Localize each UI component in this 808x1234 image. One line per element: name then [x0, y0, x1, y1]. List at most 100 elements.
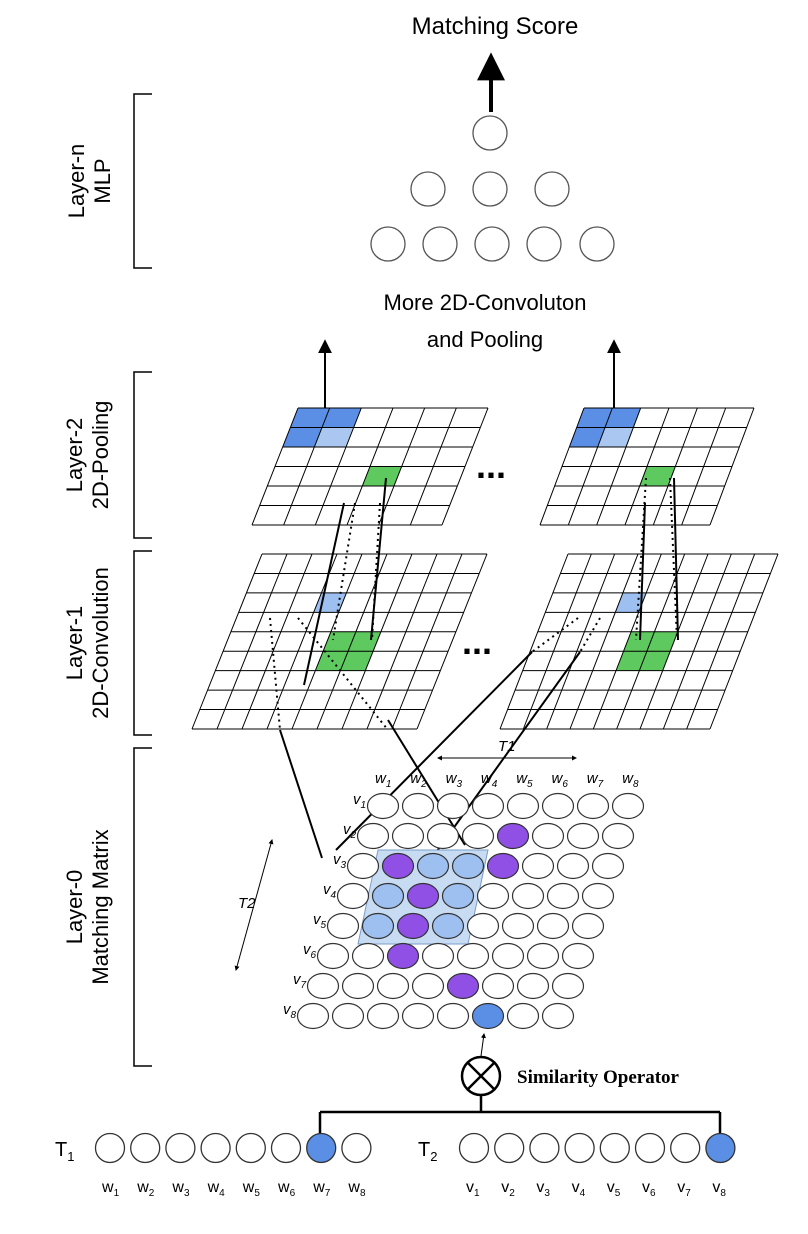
matrix-cell [436, 792, 470, 820]
pooling-map-right [539, 407, 755, 526]
matrix-cell [401, 792, 435, 820]
v-row-label: v1 [353, 791, 366, 811]
input-sequences: w1 w2 w3 w4 w5 w6 w7 w8 v1 v2 v3 v4 v5 v6 v7 v8 [94, 1132, 736, 1199]
sequence-token [634, 1132, 666, 1164]
matrix-cell [351, 942, 385, 970]
highlight-cell [313, 592, 347, 613]
mlp-node [472, 171, 508, 207]
matrix-cell [571, 912, 605, 940]
sequence-token [529, 1132, 560, 1164]
layer-0-subtitle: Matching Matrix [88, 829, 113, 984]
matrix-cell [581, 882, 615, 910]
layer-0-label: Layer-0 Matching Matrix [62, 829, 113, 984]
matrix-cell [576, 792, 610, 820]
matrix-cell [546, 882, 580, 910]
matrix-cell [431, 912, 465, 940]
matrix-cell [456, 942, 490, 970]
matrix-cell [306, 972, 340, 1000]
sequence-token [130, 1132, 161, 1164]
v-row-label: v3 [333, 851, 347, 871]
matrix-cell [401, 1002, 435, 1030]
w-column-label: w5 [516, 770, 533, 790]
token-label: w8 [347, 1179, 366, 1199]
matrix-cell [386, 942, 420, 970]
layer-2-label: Layer-2 2D-Pooling [62, 401, 113, 510]
v-row-label: v7 [293, 971, 307, 991]
matrix-cell [526, 942, 560, 970]
mlp-node [370, 226, 406, 262]
matrix-cell [341, 972, 375, 1000]
token-label: w2 [136, 1179, 155, 1199]
matrix-cell [561, 942, 595, 970]
w-column-label: w8 [622, 770, 639, 790]
matrix-cell [381, 852, 415, 880]
matrix-cell [296, 1002, 330, 1030]
w-column-label: w2 [410, 770, 427, 790]
mlp-node [422, 226, 458, 262]
layer-n-title: Layer-n [64, 144, 89, 219]
layer-0-title: Layer-0 [62, 870, 87, 945]
highlight-cell [639, 466, 676, 486]
token-label: w1 [101, 1179, 120, 1199]
sequence-token [599, 1132, 630, 1164]
w-column-label: w1 [375, 770, 391, 790]
token-label: w6 [277, 1179, 296, 1199]
token-label: v1 [466, 1179, 480, 1199]
matrix-cell [506, 1002, 540, 1030]
v-row-label: v6 [303, 941, 317, 961]
mlp-node [534, 171, 570, 207]
matrix-cell [326, 912, 360, 940]
matrix-cell [336, 882, 370, 910]
matrix-cell [346, 852, 380, 880]
t1-sequence-label: T1 [55, 1139, 74, 1164]
t2-axis-label: T2 [238, 895, 256, 912]
mlp-node [526, 226, 562, 262]
matrix-cell [566, 822, 600, 850]
sequence-token [494, 1132, 525, 1164]
matrix-cell [551, 972, 585, 1000]
sequence-token [306, 1132, 337, 1164]
highlight-cell [597, 427, 634, 447]
matrix-cell [391, 822, 425, 850]
w-column-label: w7 [587, 770, 604, 790]
sequence-token [94, 1132, 126, 1164]
w-column-label: w6 [552, 770, 569, 790]
matrix-cell [366, 1002, 400, 1030]
matrix-cell [516, 972, 550, 1000]
conv-ellipsis: ... [462, 621, 492, 662]
matrix-cell [541, 792, 575, 820]
matrix-cell [496, 822, 530, 850]
matrix-cell [416, 852, 450, 880]
more-conv-text: More 2D-Convoluton [384, 290, 587, 315]
token-label: v7 [677, 1179, 691, 1199]
v-row-label: v2 [343, 821, 357, 841]
matrix-cell [411, 972, 445, 1000]
pooling-ellipsis: ... [476, 445, 506, 486]
layer-n-subtitle: MLP [90, 158, 115, 203]
similarity-operator-symbol [460, 1055, 502, 1097]
token-label: v6 [642, 1179, 656, 1199]
sequence-connector [318, 1095, 722, 1134]
sequence-token [458, 1132, 490, 1164]
highlight-cell [615, 592, 647, 613]
feature-map-grids [191, 407, 779, 730]
matrix-cell [536, 912, 570, 940]
layer-brackets [133, 93, 152, 1067]
mlp-node [410, 171, 446, 207]
w-column-label: w3 [446, 770, 463, 790]
matrix-cell [471, 1002, 505, 1030]
matrix-cell [466, 912, 500, 940]
conv-map-right [499, 553, 779, 730]
v-row-label: v5 [313, 911, 327, 931]
layer-2-title: Layer-2 [62, 418, 87, 493]
matrix-cell [316, 942, 350, 970]
v-row-label: v4 [323, 881, 337, 901]
mlp-node [472, 115, 508, 151]
matrix-cell [471, 792, 505, 820]
matrix-cell [611, 792, 645, 820]
token-label: w4 [207, 1179, 226, 1199]
pooling-map-left [251, 407, 489, 526]
pool-conv-dotted [332, 477, 678, 641]
matrix-cell [446, 972, 480, 1000]
